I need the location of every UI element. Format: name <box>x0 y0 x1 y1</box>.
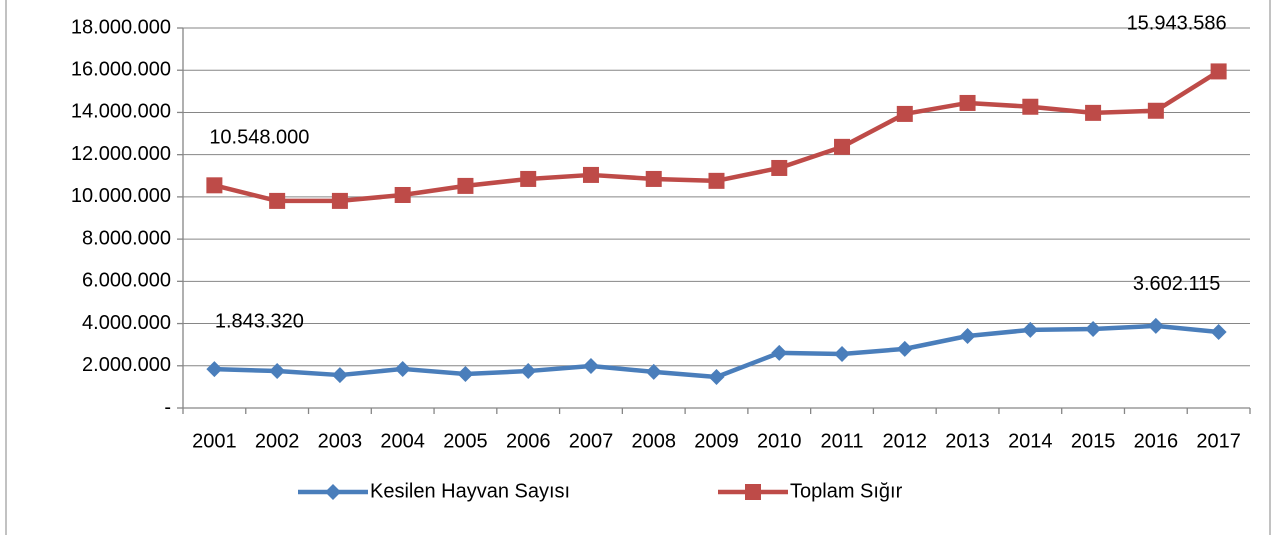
x-tick-label: 2013 <box>945 430 990 452</box>
data-point <box>1022 321 1039 338</box>
x-tick-label: 2015 <box>1071 430 1116 452</box>
data-point <box>582 357 599 374</box>
data-point <box>206 361 223 378</box>
legend-label: Kesilen Hayvan Sayısı <box>370 480 570 502</box>
data-point <box>645 363 662 380</box>
legend-marker <box>325 484 341 500</box>
data-point <box>206 177 223 194</box>
y-tick-label: 18.000.000 <box>71 16 171 38</box>
data-point <box>394 360 411 377</box>
data-point <box>834 345 851 362</box>
x-tick-label: 2011 <box>821 430 864 452</box>
data-point <box>1085 104 1102 121</box>
data-point <box>771 159 788 176</box>
data-point <box>896 105 913 122</box>
y-tick-label: 4.000.000 <box>82 312 171 334</box>
y-tick-label: 14.000.000 <box>71 101 171 123</box>
data-point <box>896 340 913 357</box>
x-tick-label: 2004 <box>380 430 425 452</box>
data-point <box>331 367 348 384</box>
data-point <box>269 192 286 209</box>
data-point <box>645 170 662 187</box>
y-tick-label: 2.000.000 <box>82 354 171 376</box>
y-tick-label: 12.000.000 <box>71 143 171 165</box>
data-point <box>457 366 474 383</box>
y-tick-label: 6.000.000 <box>82 270 171 292</box>
data-point <box>1210 63 1227 80</box>
x-tick-label: 2012 <box>883 430 928 452</box>
data-point <box>1210 323 1227 340</box>
x-tick-label: 2009 <box>694 430 739 452</box>
legend-label: Toplam Sığır <box>790 480 903 502</box>
x-tick-label: 2002 <box>255 430 300 452</box>
x-tick-label: 2001 <box>192 430 237 452</box>
data-point <box>1147 317 1164 334</box>
y-tick-label: 10.000.000 <box>71 185 171 207</box>
legend-marker <box>745 484 761 500</box>
x-tick-label: 2014 <box>1008 430 1053 452</box>
data-point <box>1022 98 1039 115</box>
y-tick-label: - <box>164 396 171 418</box>
data-point <box>1085 321 1102 338</box>
data-point <box>708 172 725 189</box>
chart-frame <box>5 0 1271 535</box>
data-point <box>834 138 851 155</box>
x-tick-label: 2003 <box>318 430 363 452</box>
data-point <box>959 328 976 345</box>
data-point <box>269 363 286 380</box>
x-tick-label: 2007 <box>569 430 614 452</box>
data-point <box>582 166 599 183</box>
data-point <box>771 344 788 361</box>
data-point <box>708 368 725 385</box>
data-label: 3.602.115 <box>1133 273 1221 295</box>
data-point <box>1147 102 1164 119</box>
data-label: 10.548.000 <box>209 127 309 149</box>
y-tick-label: 8.000.000 <box>82 227 171 249</box>
data-label: 1.843.320 <box>215 310 304 332</box>
x-tick-label: 2005 <box>443 430 488 452</box>
data-point <box>520 363 537 380</box>
x-tick-label: 2006 <box>506 430 551 452</box>
data-point <box>331 192 348 209</box>
x-tick-label: 2010 <box>757 430 802 452</box>
data-point <box>520 170 537 187</box>
x-tick-label: 2008 <box>631 430 676 452</box>
data-point <box>394 186 411 203</box>
data-point <box>457 177 474 194</box>
x-tick-label: 2017 <box>1196 430 1241 452</box>
data-point <box>959 94 976 111</box>
y-tick-label: 16.000.000 <box>71 59 171 81</box>
data-label: 15.943.586 <box>1127 13 1227 35</box>
x-tick-label: 2016 <box>1134 430 1179 452</box>
